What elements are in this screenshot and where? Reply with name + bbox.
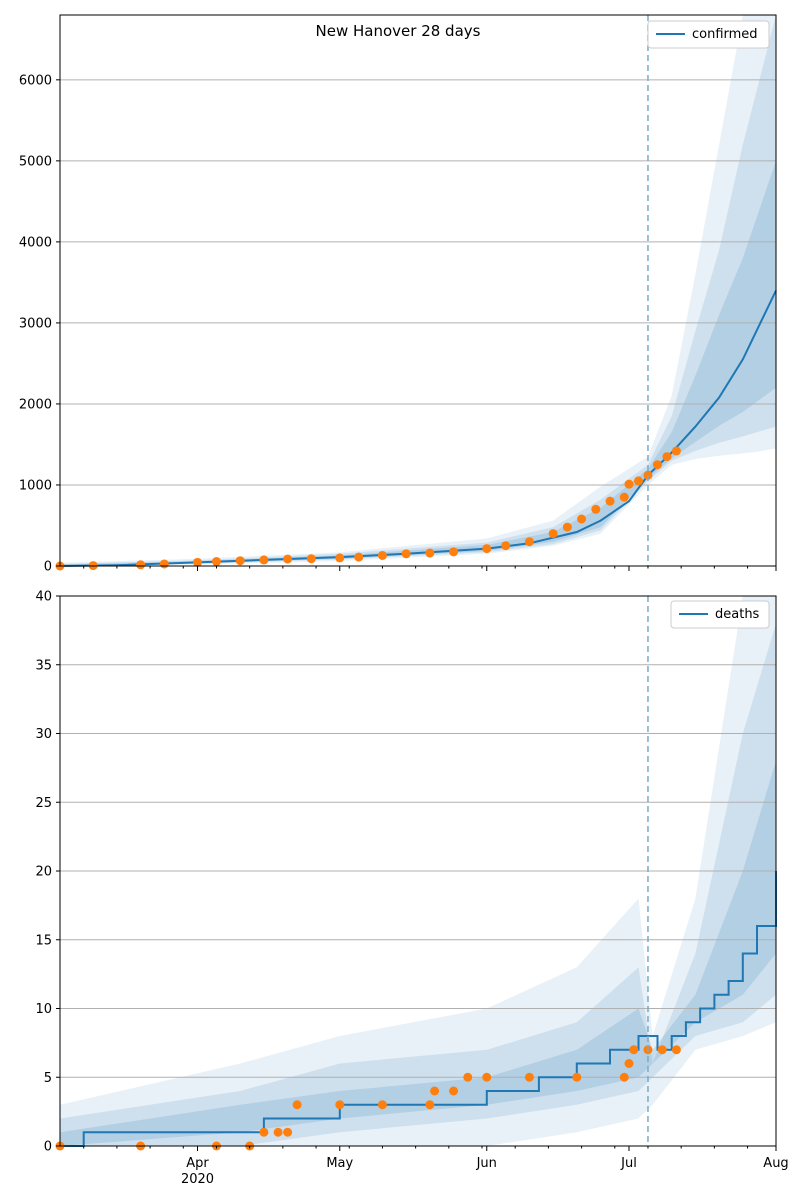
observed-point [136,560,146,570]
credible-band-2 [60,623,776,1146]
y-tick-label: 4000 [19,235,52,250]
legend-label-confirmed: confirmed [692,27,758,42]
y-tick-label: 15 [35,933,52,948]
observed-point [524,1072,534,1082]
observed-point [211,557,221,567]
observed-point [624,479,634,489]
y-tick-label: 2000 [19,397,52,412]
y-tick-label: 40 [35,590,52,605]
observed-point [354,552,364,562]
observed-point [401,549,411,559]
observed-point [482,544,492,554]
y-tick-label: 10 [35,1002,52,1017]
y-tick-label: 6000 [19,73,52,88]
observed-point [335,1100,345,1110]
chart-title: New Hanover 28 days [316,22,481,40]
observed-point [572,1072,582,1082]
y-tick-label: 30 [35,727,52,742]
observed-point [283,1127,293,1137]
confirmed-legend: confirmed [647,20,770,49]
observed-point [671,1045,681,1055]
y-tick-label: 35 [35,658,52,673]
observed-point [629,1045,639,1055]
observed-point [591,504,601,514]
y-tick-label: 20 [35,865,52,880]
observed-point [548,529,558,539]
observed-point [425,1100,435,1110]
observed-point [193,557,203,567]
deaths-legend: deaths [670,600,770,629]
confirmed-observed-points [55,446,681,571]
observed-point [657,1045,667,1055]
y-tick-label: 5 [44,1071,52,1086]
observed-point [283,554,293,564]
x-tick-sublabel: 2020 [181,1172,214,1187]
legend-box [670,600,770,629]
legend-label-deaths: deaths [715,607,760,622]
observed-point [449,1086,459,1096]
x-tick-label: Jul [620,1156,637,1171]
y-tick-label: 3000 [19,316,52,331]
credible-band-3 [60,761,776,1146]
x-tick-label: Apr [186,1156,209,1171]
observed-point [292,1100,302,1110]
confirmed-gridlines [60,79,776,486]
observed-point [273,1127,283,1137]
observed-point [306,554,316,564]
observed-point [633,476,643,486]
observed-point [662,452,672,462]
x-tick-label: Aug [763,1156,788,1171]
observed-point [624,1059,634,1068]
legend-box [647,20,770,49]
observed-point [562,522,572,532]
observed-point [524,537,534,547]
observed-point [577,514,587,524]
y-tick-label: 5000 [19,154,52,169]
observed-point [501,541,511,551]
observed-point [235,556,245,566]
observed-point [259,555,269,565]
confirmed-axes: 0 1000 2000 3000 4000 5000 6000 [19,14,777,575]
deaths-observed-points [55,1045,681,1151]
observed-point [335,553,345,563]
x-tick-label: Jun [476,1156,497,1171]
observed-point [619,492,629,502]
observed-point [605,496,615,506]
observed-point [619,1072,629,1082]
observed-point [449,547,459,557]
observed-point [259,1127,269,1137]
x-tick-label: May [326,1156,353,1171]
axes-frame [59,14,777,567]
observed-point [425,548,435,558]
observed-point [463,1072,473,1082]
observed-point [159,559,169,569]
observed-point [671,446,681,456]
y-tick-label: 0 [44,1140,52,1155]
y-tick-label: 25 [35,796,52,811]
y-tick-label: 1000 [19,478,52,493]
observed-point [482,1072,492,1082]
observed-point [377,1100,387,1110]
observed-point [377,550,387,560]
observed-point [430,1086,440,1096]
y-tick-label: 0 [44,560,52,575]
observed-point [652,460,662,470]
confirmed-panel: 0 1000 2000 3000 4000 5000 6000 New Hanover 28… [19,14,777,575]
